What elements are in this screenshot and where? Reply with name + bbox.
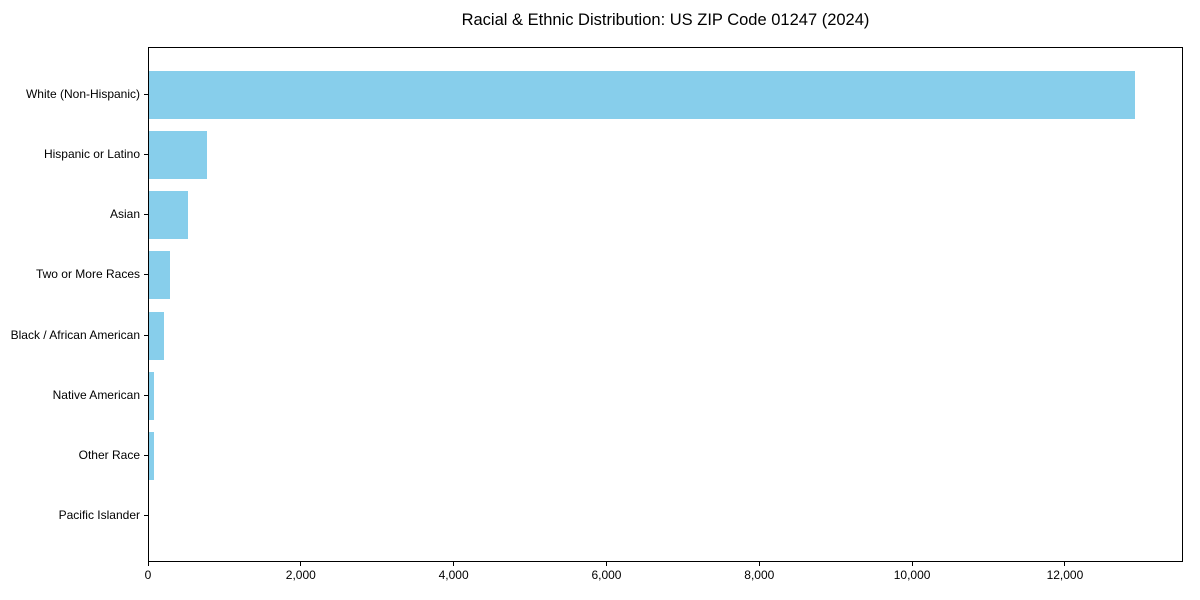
x-tick-label: 4,000 (438, 568, 469, 582)
x-tick-mark (911, 562, 913, 566)
bar-native-american (149, 371, 155, 420)
y-tick-label-two-or-more-races: Two or More Races (35, 267, 140, 282)
plot-area (148, 47, 1183, 562)
y-tick-mark (144, 94, 148, 96)
x-tick-label: 12,000 (1046, 568, 1084, 582)
x-tick-mark (147, 562, 149, 566)
y-tick-label-pacific-islander: Pacific Islander (58, 507, 140, 522)
y-tick-label-other-race: Other Race (78, 447, 140, 462)
y-tick-mark (144, 454, 148, 456)
bar-asian (149, 191, 189, 240)
x-tick-label: 2,000 (285, 568, 316, 582)
y-tick-mark (144, 154, 148, 156)
y-tick-label-white-non-hispanic: White (Non-Hispanic) (25, 87, 140, 102)
chart-title: Racial & Ethnic Distribution: US ZIP Cod… (461, 11, 870, 29)
bar-hispanic-or-latino (149, 131, 208, 180)
x-tick-label: 0 (144, 568, 152, 582)
x-tick-mark (300, 562, 302, 566)
x-tick-label: 6,000 (591, 568, 622, 582)
y-tick-label-native-american: Native American (52, 387, 140, 402)
y-tick-label-black-african-american: Black / African American (10, 327, 140, 342)
y-tick-label-asian: Asian (109, 207, 140, 222)
bar-two-or-more-races (149, 251, 170, 300)
y-tick-label-hispanic-or-latino: Hispanic or Latino (43, 147, 140, 162)
x-tick-label: 8,000 (744, 568, 775, 582)
bar-black-african-american (149, 311, 165, 360)
x-tick-mark (453, 562, 455, 566)
x-tick-mark (758, 562, 760, 566)
y-tick-mark (144, 394, 148, 396)
x-tick-mark (605, 562, 607, 566)
y-tick-mark (144, 214, 148, 216)
x-tick-mark (1064, 562, 1066, 566)
y-tick-mark (144, 334, 148, 336)
bar-white-non-hispanic (149, 71, 1135, 120)
y-tick-mark (144, 274, 148, 276)
bar-other-race (149, 431, 154, 480)
x-tick-label: 10,000 (893, 568, 931, 582)
y-tick-mark (144, 514, 148, 516)
